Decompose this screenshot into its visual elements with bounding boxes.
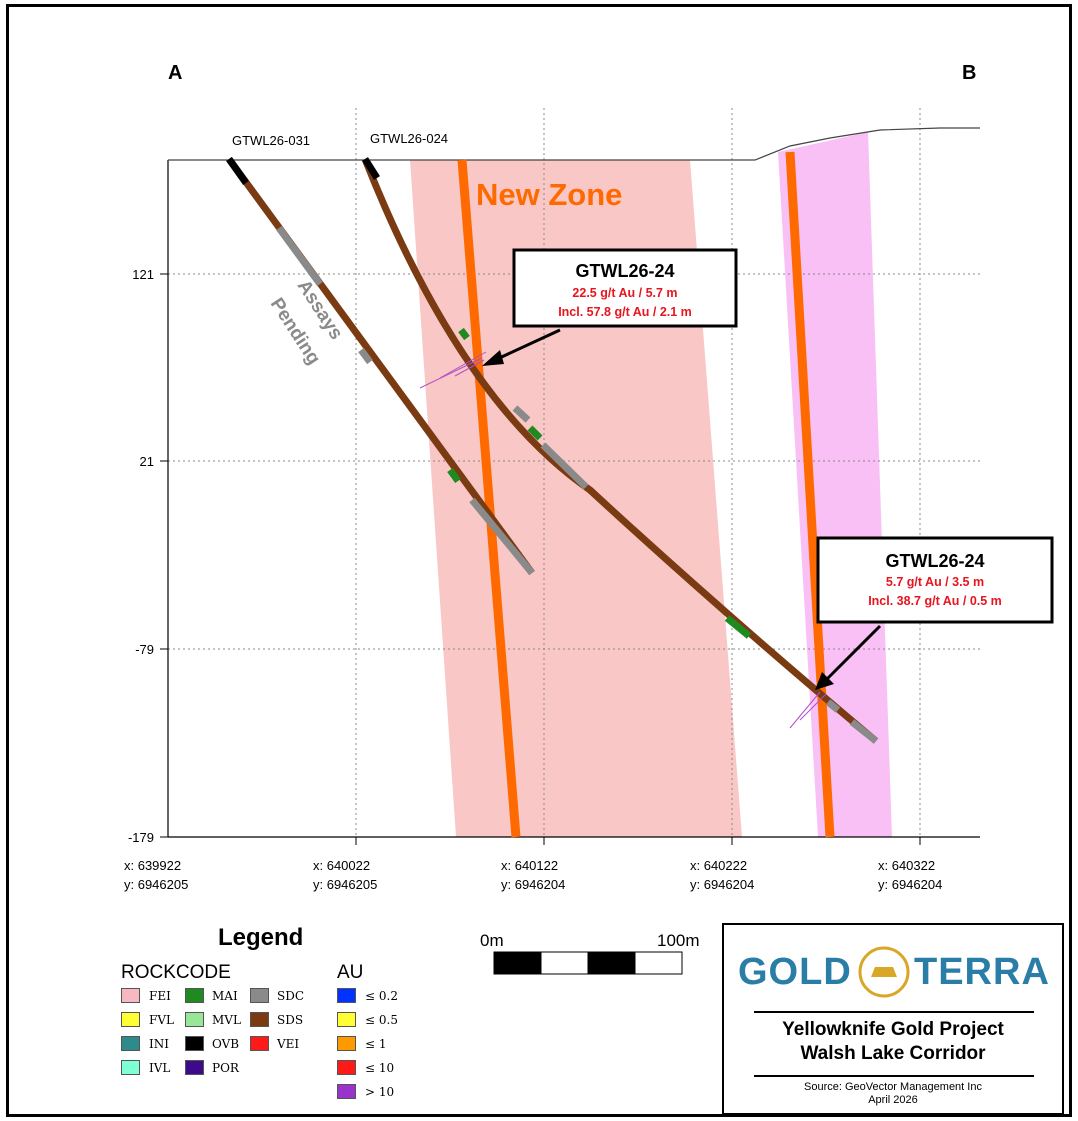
section-end-a: A [168, 62, 182, 84]
swatch-au-gt-10 [337, 1084, 356, 1099]
scale-start-label: 0m [480, 931, 504, 950]
zone-label: New Zone [476, 177, 622, 212]
callout-box-lower [816, 536, 1054, 624]
swatch-por [185, 1060, 204, 1075]
swatch-label: MVL [212, 1013, 241, 1027]
scale-end-label: 100m [657, 931, 700, 950]
swatch-mai [185, 988, 204, 1003]
swatch-ini [121, 1036, 140, 1051]
callout-arrow-lower [815, 624, 882, 690]
logo-word-gold: GOLD [738, 951, 852, 993]
swatch-vei [250, 1036, 269, 1051]
callout-lower-line1: 5.7 g/t Au / 3.5 m [886, 575, 984, 589]
swatch-label: POR [212, 1061, 239, 1075]
swatch-label: VEI [277, 1037, 300, 1051]
easting-tick-x: x: 640122 [501, 858, 558, 873]
divider [754, 1075, 1034, 1077]
au-title: AU [337, 962, 364, 983]
swatch-label: ≤ 1 [365, 1037, 387, 1051]
swatch-label: FEI [149, 989, 171, 1003]
assay-ticks-upper [419, 351, 487, 389]
easting-tick-y: y: 6946204 [878, 877, 942, 892]
logo-word-terra: TERRA [914, 951, 1050, 993]
swatch-label: MAI [212, 989, 238, 1003]
swatch-au-10 [337, 1060, 356, 1075]
swatch-sds [250, 1012, 269, 1027]
title-block: GOLD TERRA Yellowknife Gold Project Wals… [722, 923, 1064, 1115]
topography-line [168, 127, 980, 161]
swatch-ivl [121, 1060, 140, 1075]
project-title-line2: Walsh Lake Corridor [800, 1043, 986, 1064]
drillhole-gtwl26-031-trace [226, 156, 535, 576]
divider [754, 1011, 1034, 1013]
axis-ticks [160, 273, 921, 845]
figure-frame [6, 4, 1072, 1117]
swatch-label: SDS [277, 1013, 304, 1027]
easting-tick-y: y: 6946205 [124, 877, 188, 892]
assay-ticks-lower [789, 691, 827, 729]
scale-bar [493, 951, 683, 975]
swatch-sdc [250, 988, 269, 1003]
swatch-au-0-2 [337, 988, 356, 1003]
source-line1: Source: GeoVector Management Inc [804, 1081, 982, 1093]
callout-upper-line2: Incl. 57.8 g/t Au / 2.1 m [558, 305, 692, 319]
swatch-ovb [185, 1036, 204, 1051]
elevation-tick-label: 121 [132, 267, 154, 282]
callout-arrow-upper [482, 328, 561, 366]
swatch-label: SDC [277, 989, 305, 1003]
callout-upper-line1: 22.5 g/t Au / 5.7 m [572, 286, 677, 300]
easting-tick-y: y: 6946204 [501, 877, 565, 892]
swatch-fvl [121, 1012, 140, 1027]
easting-tick-y: y: 6946204 [690, 877, 754, 892]
callout-lower-title: GTWL26-24 [885, 551, 984, 571]
swatch-label: ≤ 10 [365, 1061, 395, 1075]
source-line2: April 2026 [868, 1094, 918, 1106]
elevation-tick-label: 21 [140, 454, 154, 469]
drillhole-gtwl26-024-trace [361, 157, 879, 744]
drillhole-label-031: GTWL26-031 [232, 133, 310, 148]
swatch-label: ≤ 0.5 [365, 1013, 398, 1027]
easting-tick-x: x: 639922 [124, 858, 181, 873]
swatch-label: FVL [149, 1013, 174, 1027]
swatch-au-1 [337, 1036, 356, 1051]
project-title-line1: Yellowknife Gold Project [782, 1019, 1004, 1040]
vein-new-zone [457, 159, 521, 838]
swatch-label: OVB [212, 1037, 240, 1051]
callout-box-upper [512, 248, 738, 328]
swatch-label: INI [149, 1037, 169, 1051]
logo-emblem-icon [858, 946, 910, 998]
swatch-label: IVL [149, 1061, 171, 1075]
elevation-tick-label: -79 [135, 642, 154, 657]
swatch-au-0-5 [337, 1012, 356, 1027]
section-end-b: B [962, 62, 976, 84]
swatch-label: > 10 [365, 1085, 395, 1099]
new-zone-envelope [410, 160, 742, 837]
vein-east [785, 151, 835, 838]
legend-title: Legend [218, 924, 304, 951]
elevation-tick-label: -179 [128, 830, 154, 845]
swatch-fei [121, 988, 140, 1003]
easting-tick-x: x: 640322 [878, 858, 935, 873]
callout-lower-line2: Incl. 38.7 g/t Au / 0.5 m [868, 594, 1002, 608]
swatch-mvl [185, 1012, 204, 1027]
drillhole-label-024: GTWL26-024 [370, 131, 448, 146]
callout-upper-title: GTWL26-24 [575, 261, 674, 281]
easting-tick-y: y: 6946205 [313, 877, 377, 892]
easting-tick-x: x: 640222 [690, 858, 747, 873]
rockcode-title: ROCKCODE [121, 962, 231, 983]
easting-tick-x: x: 640022 [313, 858, 370, 873]
second-zone-envelope [778, 132, 892, 837]
swatch-label: ≤ 0.2 [365, 989, 398, 1003]
